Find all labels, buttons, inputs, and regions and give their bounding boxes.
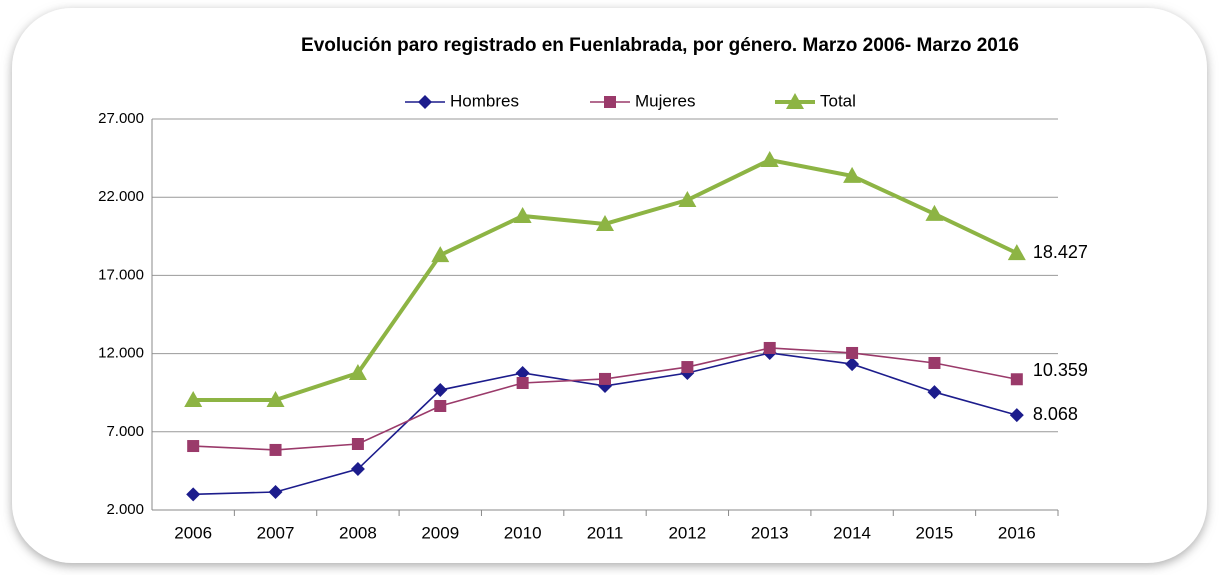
marker <box>599 372 611 385</box>
chart-title: Evolución paro registrado en Fuenlabrada… <box>301 35 1019 56</box>
marker <box>596 214 614 231</box>
y-tick-label: 17.000 <box>98 266 144 283</box>
x-tick-label: 2012 <box>668 523 706 542</box>
marker <box>348 363 367 380</box>
marker <box>434 399 447 412</box>
marker <box>786 93 804 109</box>
legend-label: Mujeres <box>635 91 695 110</box>
marker <box>763 341 776 354</box>
marker <box>604 96 616 108</box>
x-tick-label: 2006 <box>174 523 212 542</box>
x-tick-label: 2011 <box>587 523 624 542</box>
x-tick-label: 2010 <box>504 523 542 542</box>
x-tick-label: 2008 <box>339 523 377 542</box>
x-tick-label: 2009 <box>421 523 459 542</box>
marker <box>843 166 862 183</box>
y-tick-label: 12.000 <box>98 345 144 362</box>
marker <box>184 391 203 408</box>
marker <box>431 246 450 263</box>
marker <box>760 150 779 167</box>
marker <box>351 437 364 450</box>
y-tick-label: 7.000 <box>106 423 144 440</box>
marker <box>845 357 860 372</box>
y-tick-label: 27.000 <box>98 110 144 127</box>
x-tick-label: 2013 <box>751 523 789 542</box>
marker <box>678 191 697 208</box>
x-tick-label: 2015 <box>916 523 954 542</box>
data-label: 8.068 <box>1033 404 1078 424</box>
legend-label: Total <box>820 91 856 110</box>
marker <box>266 391 285 408</box>
legend-label: Hombres <box>450 91 519 110</box>
x-tick-label: 2014 <box>833 523 871 542</box>
marker <box>681 361 694 374</box>
marker <box>515 365 530 380</box>
marker <box>928 356 941 369</box>
marker <box>186 487 201 502</box>
marker <box>1007 244 1026 261</box>
y-tick-label: 2.000 <box>106 501 144 518</box>
chart-frame <box>12 8 1207 563</box>
marker <box>268 485 283 500</box>
marker <box>846 346 859 359</box>
marker <box>925 204 944 221</box>
marker <box>513 206 532 223</box>
data-label: 10.359 <box>1033 360 1088 380</box>
x-tick-label: 2007 <box>257 523 295 542</box>
marker <box>516 377 529 390</box>
y-tick-label: 22.000 <box>98 188 144 205</box>
marker <box>433 383 448 398</box>
x-tick-label: 2016 <box>998 523 1036 542</box>
data-label: 18.427 <box>1033 242 1088 262</box>
marker <box>187 440 200 453</box>
marker <box>350 462 365 477</box>
marker <box>1010 373 1023 386</box>
marker <box>927 385 942 400</box>
marker <box>1009 408 1024 423</box>
marker <box>418 95 432 109</box>
marker <box>269 443 282 456</box>
